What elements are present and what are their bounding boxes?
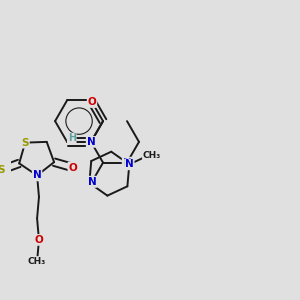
Text: CH₃: CH₃	[143, 152, 161, 160]
Text: N: N	[88, 177, 96, 187]
Text: N: N	[123, 158, 131, 168]
Text: O: O	[88, 97, 96, 107]
Text: N: N	[88, 177, 96, 187]
Text: N: N	[33, 170, 41, 180]
Text: S: S	[0, 165, 5, 175]
Text: CH₃: CH₃	[28, 257, 46, 266]
Text: N: N	[125, 159, 134, 169]
Text: O: O	[34, 235, 43, 245]
Text: S: S	[21, 138, 29, 148]
Text: O: O	[68, 163, 77, 172]
Text: N: N	[87, 137, 95, 147]
Text: H: H	[68, 134, 76, 143]
